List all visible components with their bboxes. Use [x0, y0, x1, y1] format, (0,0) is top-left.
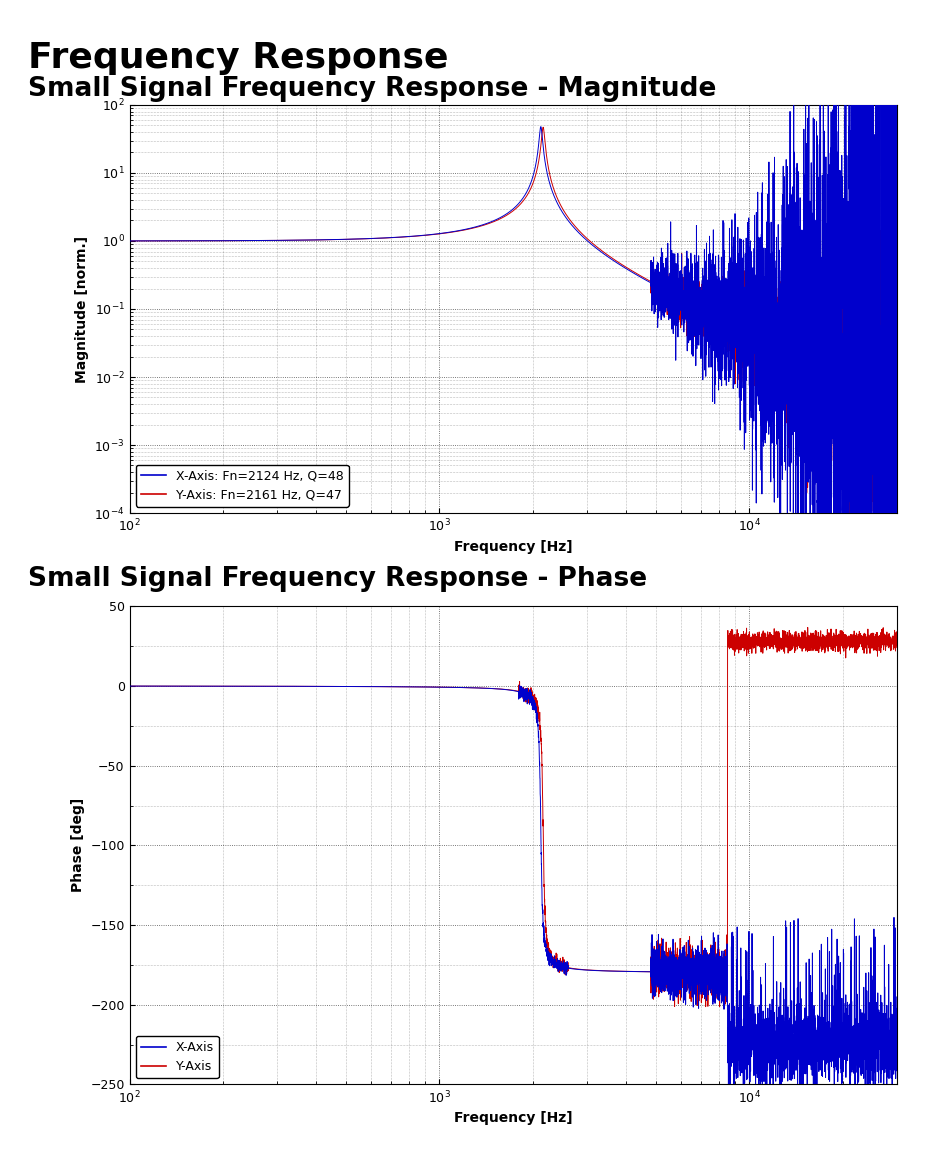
X-axis label: Frequency [Hz]: Frequency [Hz]: [454, 540, 573, 554]
X-axis label: Frequency [Hz]: Frequency [Hz]: [454, 1111, 573, 1125]
Y-axis label: Magnitude [norm.]: Magnitude [norm.]: [75, 236, 89, 382]
Text: Small Signal Frequency Response - Magnitude: Small Signal Frequency Response - Magnit…: [28, 76, 716, 101]
Legend: X-Axis, Y-Axis: X-Axis, Y-Axis: [136, 1035, 219, 1079]
Y-axis label: Phase [deg]: Phase [deg]: [70, 799, 85, 892]
Legend: X-Axis: Fn=2124 Hz, Q=48, Y-Axis: Fn=2161 Hz, Q=47: X-Axis: Fn=2124 Hz, Q=48, Y-Axis: Fn=216…: [136, 464, 349, 507]
Text: Frequency Response: Frequency Response: [28, 41, 449, 75]
Text: Small Signal Frequency Response - Phase: Small Signal Frequency Response - Phase: [28, 566, 647, 591]
